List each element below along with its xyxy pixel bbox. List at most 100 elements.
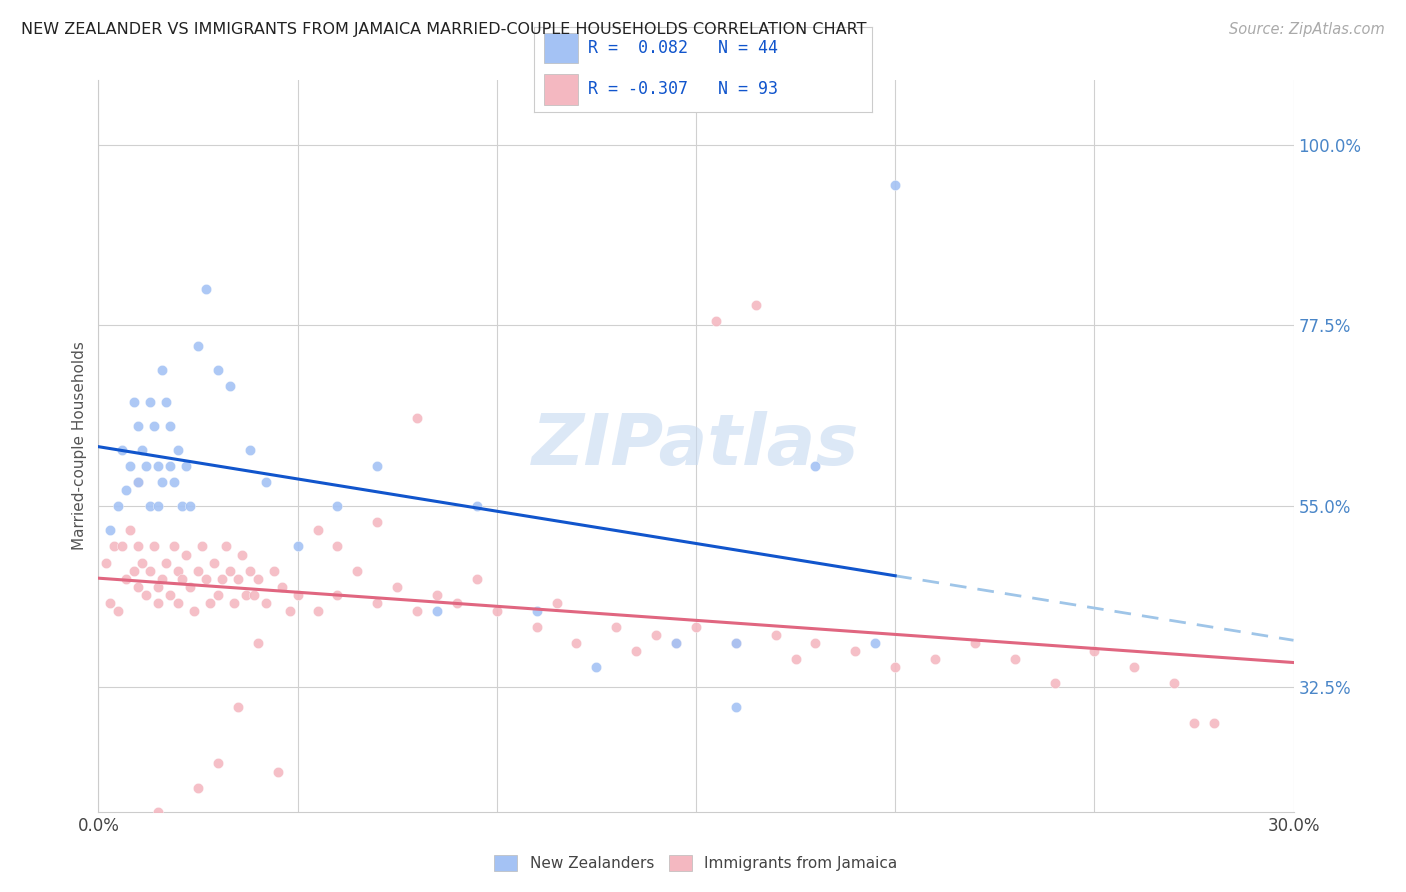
Point <box>585 660 607 674</box>
Point <box>124 564 146 578</box>
Point <box>124 394 146 409</box>
Point <box>143 418 166 433</box>
Point <box>267 764 290 779</box>
Point <box>202 556 225 570</box>
Point <box>307 604 329 618</box>
Point <box>172 500 194 514</box>
Point <box>665 636 688 650</box>
Point <box>194 572 218 586</box>
Point <box>148 580 170 594</box>
Point <box>287 588 309 602</box>
Point <box>426 588 449 602</box>
Bar <box>544 74 578 104</box>
Point <box>127 540 149 554</box>
Point <box>243 588 266 602</box>
Point <box>115 572 138 586</box>
Point <box>366 516 388 530</box>
Point <box>107 500 129 514</box>
Text: Source: ZipAtlas.com: Source: ZipAtlas.com <box>1229 22 1385 37</box>
Point <box>207 588 229 602</box>
Point <box>167 443 190 458</box>
Point <box>120 459 142 474</box>
Point <box>179 500 201 514</box>
Point <box>526 604 548 618</box>
Point <box>1004 652 1026 666</box>
Point <box>254 475 277 490</box>
Point <box>665 636 688 650</box>
Point <box>120 524 142 538</box>
Point <box>127 475 149 490</box>
Point <box>884 660 907 674</box>
Point <box>222 596 245 610</box>
Point <box>163 540 186 554</box>
Text: NEW ZEALANDER VS IMMIGRANTS FROM JAMAICA MARRIED-COUPLE HOUSEHOLDS CORRELATION C: NEW ZEALANDER VS IMMIGRANTS FROM JAMAICA… <box>21 22 866 37</box>
Point <box>863 636 886 650</box>
Point <box>98 524 122 538</box>
Point <box>139 394 162 409</box>
Point <box>239 443 262 458</box>
Point <box>406 604 429 618</box>
Point <box>172 572 194 586</box>
Point <box>385 580 409 594</box>
Point <box>127 475 149 490</box>
Point <box>465 572 488 586</box>
Point <box>924 652 946 666</box>
Text: ZIPatlas: ZIPatlas <box>533 411 859 481</box>
Point <box>565 636 588 650</box>
Point <box>148 596 170 610</box>
Bar <box>544 33 578 63</box>
Point <box>219 564 242 578</box>
Point <box>111 540 134 554</box>
Point <box>287 540 309 554</box>
Point <box>226 572 249 586</box>
Point <box>704 314 727 328</box>
Point <box>159 459 181 474</box>
Point <box>135 588 157 602</box>
Point <box>724 636 747 650</box>
Point <box>167 564 190 578</box>
Point <box>191 540 214 554</box>
Point <box>131 556 153 570</box>
Point <box>1163 676 1185 690</box>
Point <box>174 548 197 562</box>
Point <box>187 338 209 352</box>
Point <box>226 700 249 714</box>
Point <box>465 500 488 514</box>
Legend: New Zealanders, Immigrants from Jamaica: New Zealanders, Immigrants from Jamaica <box>488 849 904 877</box>
Point <box>111 443 134 458</box>
Point <box>143 540 166 554</box>
Point <box>187 780 209 795</box>
Point <box>884 178 907 192</box>
Point <box>174 459 197 474</box>
Text: R = -0.307   N = 93: R = -0.307 N = 93 <box>588 79 779 97</box>
Point <box>963 636 986 650</box>
Point <box>366 596 388 610</box>
Point <box>239 564 262 578</box>
Point <box>187 564 209 578</box>
Point <box>246 572 269 586</box>
Point <box>844 644 866 658</box>
Point <box>159 588 181 602</box>
Point <box>148 500 170 514</box>
Point <box>107 604 129 618</box>
Point <box>326 588 349 602</box>
Point <box>103 540 125 554</box>
Point <box>605 620 627 634</box>
Point <box>127 418 149 433</box>
Text: R =  0.082   N = 44: R = 0.082 N = 44 <box>588 39 779 57</box>
Point <box>207 362 229 376</box>
Point <box>1202 716 1225 731</box>
Point <box>183 604 205 618</box>
Point <box>724 700 747 714</box>
Point <box>163 475 186 490</box>
Point <box>724 636 747 650</box>
Point <box>235 588 257 602</box>
Point <box>139 500 162 514</box>
Point <box>150 362 173 376</box>
Point <box>127 580 149 594</box>
Point <box>446 596 468 610</box>
Point <box>270 580 292 594</box>
Y-axis label: Married-couple Households: Married-couple Households <box>72 342 87 550</box>
Point <box>278 604 301 618</box>
Point <box>148 459 170 474</box>
